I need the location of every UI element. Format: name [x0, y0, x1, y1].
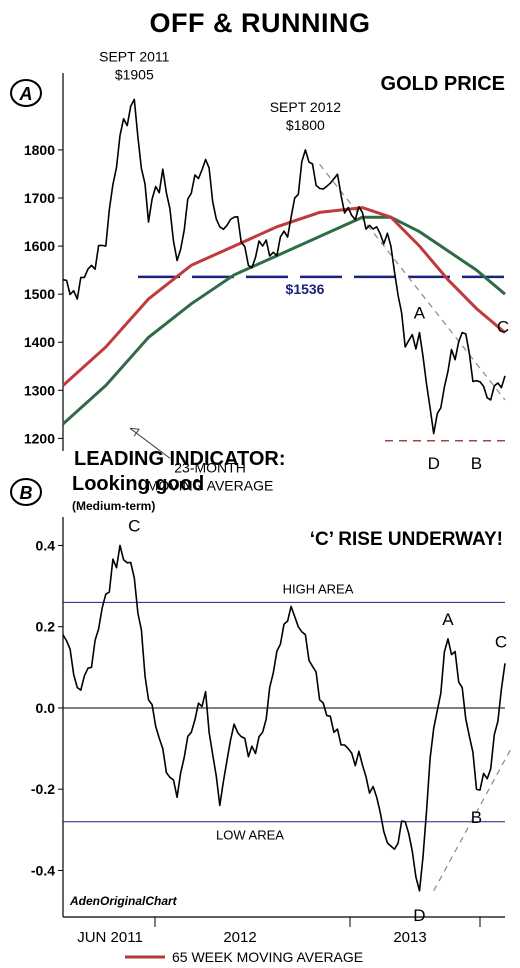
panel-headline: ‘C’ RISE UNDERWAY! — [310, 529, 503, 550]
y-tick-label: 1600 — [24, 238, 55, 254]
annotation-label: SEPT 2011 — [99, 48, 170, 64]
annotation-label: A — [442, 610, 454, 629]
y-tick-label: 0.0 — [36, 700, 56, 716]
y-tick-label: 1500 — [24, 286, 55, 302]
series-line-price — [62, 98, 506, 435]
x-tick-label: 2012 — [223, 929, 256, 946]
x-tick-label: 2013 — [393, 929, 426, 946]
high-area-label: HIGH AREA — [283, 581, 354, 596]
watermark: AdenOriginalChart — [69, 894, 178, 908]
annotation-label: C — [128, 516, 140, 535]
annotation-label: D — [428, 454, 440, 473]
annotation-label: D — [413, 906, 425, 925]
support-label: $1536 — [286, 281, 325, 297]
annotation-label: MOVING AVERAGE — [147, 477, 274, 493]
panel-gold-price: 1200 1300 1400 1500 1600 1700 1800 A GOLD PRICE $… — [10, 48, 509, 493]
annotation-arrow-head — [129, 427, 140, 437]
panel-letter-badge — [10, 478, 42, 506]
annotation-label: $1800 — [286, 117, 325, 133]
annotation-label: B — [471, 454, 482, 473]
annotation-label: $1905 — [115, 66, 154, 82]
y-tick-label: -0.4 — [31, 862, 55, 878]
legend-label: 65 WEEK MOVING AVERAGE — [172, 949, 363, 965]
y-tick-label: 1300 — [24, 382, 55, 398]
annotation-label: A — [414, 304, 426, 323]
annotation-label: SEPT 2012 — [270, 99, 342, 115]
trendline — [319, 163, 506, 401]
y-tick-label: 0.4 — [36, 537, 56, 553]
panel-letter: B — [20, 483, 33, 503]
panel-subtitle: Looking good — [72, 473, 204, 495]
panel-title: GOLD PRICE — [381, 73, 505, 95]
low-area-label: LOW AREA — [216, 828, 284, 843]
y-tick-label: 1800 — [24, 142, 55, 158]
y-tick-label: 0.2 — [36, 619, 56, 635]
panel-letter: A — [19, 84, 33, 104]
trendline — [433, 748, 512, 892]
annotation-label: C — [497, 318, 509, 337]
y-tick-label: 1400 — [24, 334, 55, 350]
series-line-ma23 — [61, 215, 506, 426]
y-tick-label: 1200 — [24, 430, 55, 446]
panel-letter-badge — [10, 79, 42, 107]
panel-leading-indicator: LEADING INDICATOR: B Looking good (Medium-t… — [10, 448, 512, 946]
figure-title: OFF & RUNNING — [149, 8, 371, 38]
panel-subtitle-note: (Medium-term) — [72, 499, 155, 513]
legend: 65 WEEK MOVING AVERAGE — [125, 949, 363, 965]
panel-title: LEADING INDICATOR: — [74, 448, 285, 470]
annotation-label: B — [471, 808, 482, 827]
series-line-indicator — [62, 544, 506, 892]
y-tick-label: 1700 — [24, 190, 55, 206]
series-line-ma65 — [61, 206, 506, 387]
y-tick-label: -0.2 — [31, 781, 55, 797]
x-tick-label: JUN 2011 — [77, 929, 143, 946]
annotation-label: 23-MONTH — [174, 459, 246, 475]
annotation-label: C — [495, 632, 507, 651]
